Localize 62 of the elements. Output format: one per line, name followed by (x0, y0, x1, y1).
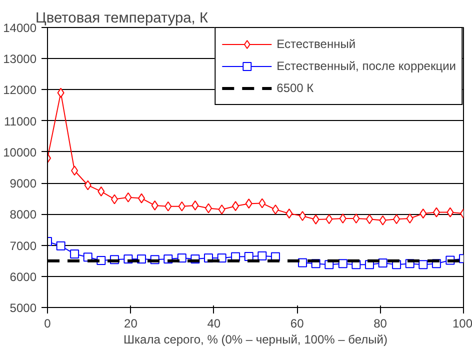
y-tick-label: 8000 (10, 208, 37, 222)
y-tick-label: 6000 (10, 270, 37, 284)
point (232, 201, 240, 212)
legend-label: Естественный (276, 37, 356, 51)
y-axis-title: Цветовая температура, К (36, 10, 208, 26)
point (379, 215, 386, 226)
point (418, 260, 428, 270)
point (272, 204, 279, 214)
point (245, 198, 252, 209)
point (378, 258, 388, 268)
point (71, 166, 78, 176)
point (178, 201, 186, 212)
point (137, 254, 146, 264)
point (84, 180, 92, 190)
y-tick-label: 11000 (4, 114, 37, 128)
x-tick-label: 100 (452, 316, 472, 330)
point (446, 207, 454, 218)
point (151, 200, 158, 210)
y-tick-label: 13000 (3, 52, 37, 66)
point (339, 214, 346, 224)
point (138, 193, 146, 204)
point (70, 249, 80, 258)
point (204, 203, 212, 214)
point (57, 88, 64, 98)
point (244, 252, 254, 261)
point (298, 258, 308, 268)
legend-label: Естественный, после коррекции (276, 59, 456, 73)
point (258, 198, 266, 208)
x-tick-label: 60 (290, 316, 304, 330)
point (352, 214, 360, 224)
point (217, 254, 226, 263)
point (192, 200, 199, 210)
point (258, 251, 267, 260)
point (312, 214, 320, 224)
point (366, 214, 373, 224)
point (124, 192, 132, 202)
y-tick-label: 5000 (10, 301, 37, 315)
point (393, 214, 400, 224)
point (218, 204, 226, 214)
point (286, 208, 293, 219)
y-tick-label: 14000 (3, 21, 37, 35)
point (420, 208, 427, 219)
y-tick-label: 9000 (10, 176, 37, 191)
point (338, 259, 348, 268)
point (432, 207, 440, 218)
point (164, 201, 172, 212)
y-tick-label: 7000 (10, 238, 37, 253)
x-axis-title: Шкала серого, % (0% – черный, 100% – белый) (124, 332, 388, 346)
point (110, 194, 118, 204)
y-tick-label: 10000 (3, 145, 37, 160)
point (177, 254, 186, 263)
point (299, 211, 306, 222)
x-tick-label: 40 (207, 316, 221, 330)
point (56, 241, 66, 250)
legend-label: 6500 К (276, 81, 314, 95)
x-tick-label: 80 (374, 316, 388, 330)
point (98, 186, 105, 196)
point (406, 214, 414, 224)
point (326, 214, 333, 224)
y-tick-label: 12000 (3, 83, 37, 98)
x-tick-label: 20 (124, 316, 138, 330)
x-tick-label: 0 (44, 316, 52, 330)
